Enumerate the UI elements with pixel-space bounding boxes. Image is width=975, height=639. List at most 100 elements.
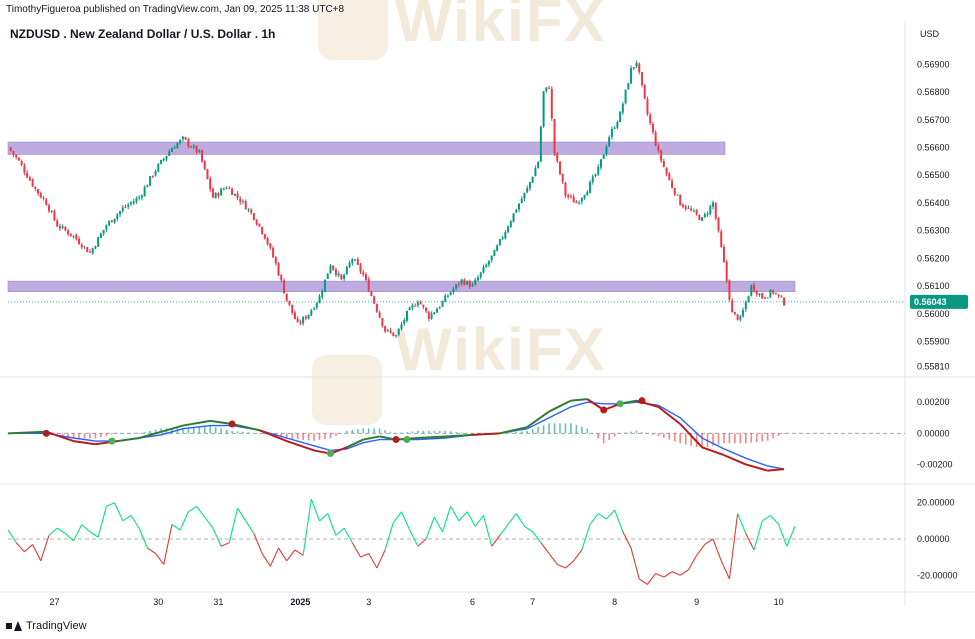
candle-body xyxy=(354,259,357,261)
candle-body xyxy=(280,275,283,281)
macd-histogram-bar xyxy=(755,433,758,443)
oscillator-line-segment xyxy=(704,538,714,545)
tradingview-logo-icon xyxy=(6,621,22,631)
macd-histogram-bar xyxy=(717,433,720,445)
candle-body xyxy=(676,194,679,196)
candle-body xyxy=(195,145,198,153)
candle-body xyxy=(179,139,182,144)
macd-histogram-bar xyxy=(438,430,441,434)
candle-body xyxy=(113,218,116,223)
macd-histogram-bar xyxy=(591,433,594,434)
macd-histogram-bar xyxy=(351,430,354,434)
candle-body xyxy=(698,214,701,221)
candle-body xyxy=(173,147,176,149)
macd-histogram-bar xyxy=(761,433,764,442)
candle-body xyxy=(605,146,608,155)
macd-histogram-bar xyxy=(253,432,255,434)
candle-body xyxy=(561,173,564,182)
candle-body xyxy=(468,281,471,287)
oscillator-line-segment xyxy=(327,513,337,536)
oscillator-line-segment xyxy=(728,513,739,579)
candle-body xyxy=(591,176,594,183)
candle-body xyxy=(747,296,750,303)
candle-body xyxy=(457,283,460,285)
candle-body xyxy=(105,225,108,230)
macd-histogram-bar xyxy=(242,431,244,434)
candle-body xyxy=(310,310,313,316)
candle-body xyxy=(578,202,581,204)
macd-histogram-bar xyxy=(679,433,682,444)
candle-body xyxy=(53,210,56,220)
candle-body xyxy=(389,330,392,333)
macd-line-segment xyxy=(767,468,785,472)
macd-histogram-bar xyxy=(613,433,616,437)
time-tick-label: 2025 xyxy=(290,597,310,607)
candle-body xyxy=(37,189,40,194)
macd-histogram-bar xyxy=(411,431,414,434)
macd-cross-marker xyxy=(638,397,646,405)
macd-histogram-bar xyxy=(89,433,91,439)
oscillator-line-segment xyxy=(565,560,575,569)
oscillator-line-segment xyxy=(663,571,673,578)
macd-histogram-bar xyxy=(111,433,113,435)
candle-body xyxy=(433,312,436,315)
candle-body xyxy=(436,308,439,313)
oscillator-line-segment xyxy=(40,535,50,561)
candle-body xyxy=(425,307,428,312)
candle-body xyxy=(321,291,324,298)
candle-body xyxy=(337,273,340,276)
macd-histogram-bar xyxy=(313,433,315,441)
candle-body xyxy=(67,230,70,235)
candle-body xyxy=(217,193,220,196)
candle-body xyxy=(610,129,613,137)
candle-body xyxy=(471,284,474,287)
macd-histogram-bar xyxy=(138,433,140,434)
macd-cross-marker xyxy=(42,429,50,437)
candle-body xyxy=(83,246,86,248)
candle-body xyxy=(657,146,660,151)
candle-body xyxy=(599,159,602,168)
macd-histogram-bar xyxy=(668,433,671,440)
macd-histogram-bar xyxy=(428,430,430,434)
oscillator-line-segment xyxy=(474,515,484,527)
time-tick-label: 30 xyxy=(153,597,163,607)
candle-body xyxy=(548,87,551,89)
footer-brand: TradingView xyxy=(6,620,87,632)
candle-body xyxy=(97,237,100,247)
oscillator-line-segment xyxy=(737,513,747,534)
candle-body xyxy=(463,279,466,285)
candle-body xyxy=(236,193,239,198)
macd-histogram-bar xyxy=(203,426,206,434)
oscillator-line-segment xyxy=(188,505,197,513)
oscillator-line-segment xyxy=(712,538,722,561)
candle-body xyxy=(638,63,641,72)
macd-histogram-bar xyxy=(597,433,600,439)
candle-body xyxy=(56,220,59,227)
candle-body xyxy=(444,295,447,302)
candle-body xyxy=(460,279,463,284)
macd-histogram-bar xyxy=(231,430,233,434)
candle-body xyxy=(244,201,247,210)
candle-body xyxy=(135,198,138,202)
candle-body xyxy=(731,300,734,313)
macd-line-segment xyxy=(570,398,588,402)
oscillator-line-segment xyxy=(24,544,33,553)
oscillator-line-segment xyxy=(261,553,271,567)
macd-histogram-bar xyxy=(777,433,780,436)
candle-body xyxy=(507,226,510,232)
macd-tick-label: 0.00200 xyxy=(917,397,950,407)
candle-body xyxy=(58,226,61,229)
candle-body xyxy=(384,326,387,332)
oscillator-line-segment xyxy=(482,515,493,547)
oscillator-line-segment xyxy=(417,538,427,547)
candle-body xyxy=(373,296,376,304)
candle-body xyxy=(343,274,346,279)
macd-histogram-bar xyxy=(619,433,621,434)
oscillator-line-segment xyxy=(589,513,599,525)
oscillator-line-segment xyxy=(319,513,329,522)
oscillator-line-segment xyxy=(671,571,681,576)
candle-body xyxy=(160,159,163,164)
macd-histogram-bar xyxy=(94,433,97,439)
macd-histogram-bar xyxy=(302,433,304,440)
candle-body xyxy=(640,72,643,86)
